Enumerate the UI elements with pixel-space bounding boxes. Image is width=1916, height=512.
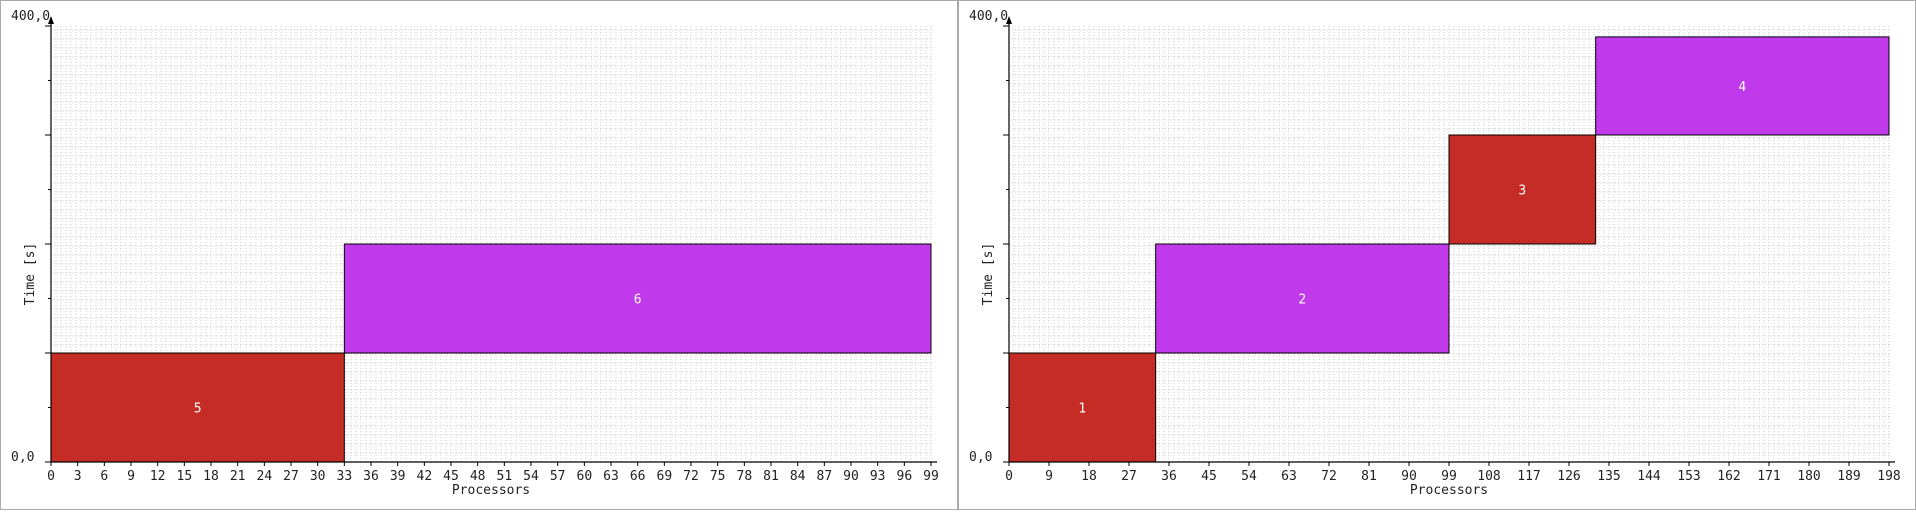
x-tick-label: 144	[1637, 469, 1661, 484]
x-tick-label: 51	[497, 469, 513, 484]
job-blocks: 56	[50, 243, 932, 463]
x-tick-label: 171	[1757, 469, 1780, 484]
x-tick-label: 36	[1161, 469, 1177, 484]
x-tick-label: 75	[710, 469, 726, 484]
job-bar-2	[1155, 243, 1450, 354]
x-tick-label: 9	[127, 469, 135, 484]
x-tick-label: 27	[283, 469, 299, 484]
gantt-panel-right: 1 2 3 4 0,0 400,0 Time [s] 0 9 18 27 36 45 54 63 72 81 90…	[958, 0, 1916, 510]
x-tick-label: 6	[100, 469, 108, 484]
x-tick-label: 189	[1837, 469, 1860, 484]
y-tick-label-max: 400,0	[11, 9, 50, 24]
x-tick-label: 180	[1797, 469, 1820, 484]
x-tick-label: 48	[470, 469, 486, 484]
y-axis-label: Time [s]	[23, 243, 38, 306]
x-tick-label: 198	[1877, 469, 1900, 484]
job-label-2: 2	[1298, 293, 1306, 308]
x-tick-label: 93	[870, 469, 886, 484]
x-ticks: 0 3 6 9 12 15 18 21 24 27 30 33 36 39 42 45 48 51 54 57 60 63…	[47, 462, 939, 484]
x-tick-label: 45	[443, 469, 459, 484]
x-tick-label: 9	[1045, 469, 1053, 484]
y-ticks	[1003, 25, 1009, 463]
x-tick-label: 42	[417, 469, 433, 484]
x-tick-label: 60	[577, 469, 593, 484]
x-tick-label: 0	[47, 469, 55, 484]
x-tick-label: 117	[1517, 469, 1540, 484]
x-tick-label: 90	[1401, 469, 1417, 484]
x-tick-label: 39	[390, 469, 406, 484]
job-bar-6	[343, 243, 932, 354]
x-tick-label: 66	[630, 469, 646, 484]
job-bar-4	[1595, 36, 1890, 136]
y-axis-label: Time [s]	[981, 243, 996, 306]
y-ticks	[45, 25, 51, 463]
job-label-3: 3	[1518, 184, 1526, 199]
job-label-4: 4	[1738, 80, 1746, 95]
x-tick-label: 0	[1005, 469, 1013, 484]
job-bar-3	[1448, 134, 1597, 245]
x-tick-label: 96	[897, 469, 913, 484]
x-axis-label: Processors	[1410, 483, 1488, 498]
job-label-5: 5	[194, 402, 202, 417]
x-tick-label: 63	[1281, 469, 1297, 484]
job-blocks: 1 2 3 4	[1008, 36, 1890, 463]
x-tick-label: 126	[1557, 469, 1580, 484]
job-label-1: 1	[1078, 402, 1086, 417]
x-tick-label: 45	[1201, 469, 1217, 484]
y-axis-arrow	[1006, 16, 1012, 24]
x-tick-label: 87	[817, 469, 833, 484]
y-tick-label-max: 400,0	[969, 9, 1008, 24]
x-tick-label: 90	[843, 469, 859, 484]
x-tick-label: 24	[257, 469, 273, 484]
x-tick-label: 84	[790, 469, 806, 484]
x-tick-label: 81	[763, 469, 779, 484]
x-tick-label: 15	[177, 469, 193, 484]
x-tick-label: 57	[550, 469, 566, 484]
x-tick-label: 12	[150, 469, 166, 484]
x-axis-label: Processors	[452, 483, 530, 498]
x-tick-label: 78	[737, 469, 753, 484]
x-tick-label: 33	[337, 469, 353, 484]
x-tick-label: 54	[1241, 469, 1257, 484]
job-label-6: 6	[634, 293, 642, 308]
x-tick-label: 27	[1121, 469, 1137, 484]
x-tick-label: 153	[1677, 469, 1700, 484]
y-tick-label-min: 0,0	[969, 450, 992, 465]
x-tick-label: 54	[523, 469, 539, 484]
x-tick-label: 63	[603, 469, 619, 484]
y-tick-label-min: 0,0	[11, 450, 34, 465]
x-tick-label: 3	[74, 469, 82, 484]
gantt-chart-right: 1 2 3 4 0,0 400,0 Time [s] 0 9 18 27 36 45 54 63 72 81 90…	[969, 9, 1901, 498]
x-tick-label: 72	[1321, 469, 1337, 484]
x-tick-label: 21	[230, 469, 246, 484]
x-tick-label: 162	[1717, 469, 1740, 484]
x-tick-label: 36	[363, 469, 379, 484]
x-tick-label: 30	[310, 469, 326, 484]
y-axis-arrow	[48, 16, 54, 24]
x-tick-label: 108	[1477, 469, 1500, 484]
job-bar-1	[1008, 352, 1157, 463]
job-bar-5	[50, 352, 345, 463]
gantt-panel-left: 5 6 0,0 400,0 Time [s] 0 3 6 9 12 15 18 21 24 27 30 33 36…	[0, 0, 958, 510]
x-tick-label: 69	[657, 469, 673, 484]
x-tick-label: 99	[1441, 469, 1457, 484]
x-tick-label: 18	[203, 469, 219, 484]
x-tick-label: 135	[1597, 469, 1620, 484]
x-ticks: 0 9 18 27 36 45 54 63 72 81 90 99 108 117 126 135 144 153…	[1005, 462, 1901, 484]
x-tick-label: 72	[683, 469, 699, 484]
x-tick-label: 81	[1361, 469, 1377, 484]
x-tick-label: 99	[923, 469, 939, 484]
x-tick-label: 18	[1081, 469, 1097, 484]
